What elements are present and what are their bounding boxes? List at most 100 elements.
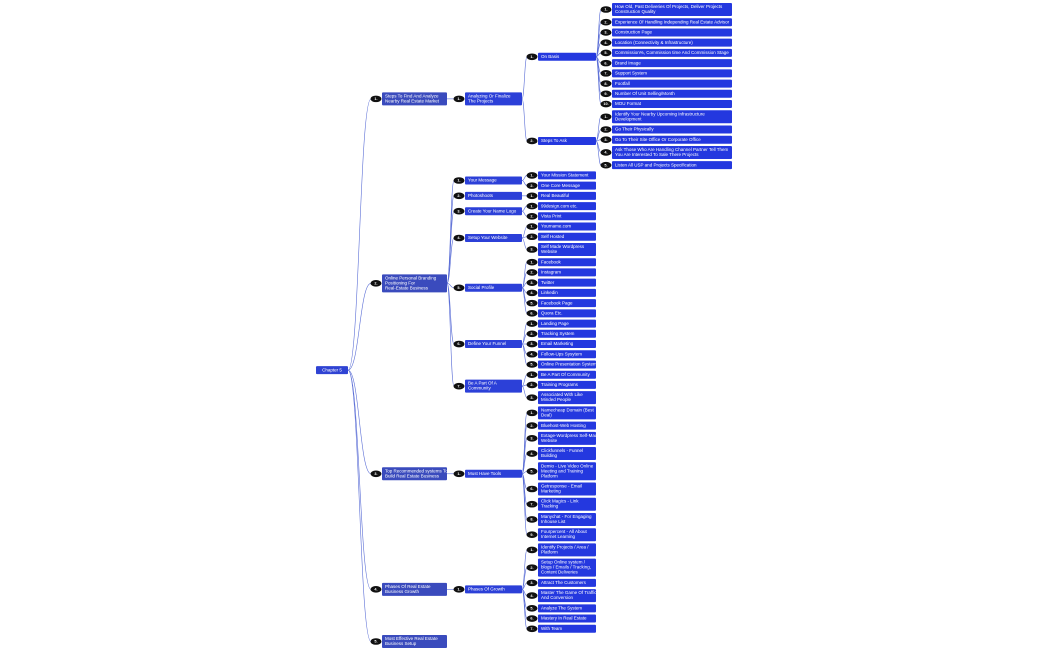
topic-node [538, 278, 596, 287]
number-badge [526, 172, 538, 179]
number-badge [600, 49, 612, 57]
number-label: 2. [530, 139, 533, 143]
number-badge [600, 6, 612, 13]
topic-node [465, 469, 522, 478]
connector [521, 56, 528, 100]
number-label: 1. [530, 204, 533, 208]
number-badge [526, 330, 538, 338]
number-badge [526, 450, 538, 457]
number-badge [600, 149, 612, 156]
connector [446, 180, 455, 284]
topic-node [538, 462, 596, 481]
number-badge [526, 371, 538, 378]
number-badge [526, 340, 538, 348]
node-label: Chapter 5 [322, 367, 342, 372]
node-label: Steps To Ask [541, 138, 568, 143]
topic-node [538, 232, 596, 241]
number-label: 1. [530, 548, 533, 552]
topic-node [538, 309, 596, 318]
number-badge [526, 350, 538, 358]
number-badge [526, 605, 538, 612]
node-label: Support System [615, 71, 647, 76]
topic-node [382, 92, 447, 106]
node-label: Facebook Page [541, 300, 573, 305]
number-label: 7. [530, 627, 533, 631]
number-label: 1. [530, 411, 533, 415]
node-label: Phases Of Real Estate Business Growth [385, 584, 432, 594]
number-badge [526, 246, 538, 253]
node-label: Create Your Name Logo [468, 208, 517, 213]
node-label: Your Mission Statement [541, 173, 589, 178]
node-label: Clickfunnels - Funnel Building [541, 448, 584, 458]
topic-node [538, 558, 596, 577]
connector [446, 237, 455, 284]
number-label: 5. [530, 363, 533, 367]
connector [595, 140, 602, 166]
number-label: 4. [530, 291, 533, 295]
node-label: Associated With Like Minded People [541, 392, 584, 402]
number-badge [526, 435, 538, 442]
topic-node [612, 79, 732, 88]
connector [521, 237, 528, 250]
connector [595, 116, 602, 142]
node-label: Manychat - For Engaging Inhouse List [541, 514, 593, 524]
number-label: 3. [530, 248, 533, 252]
number-label: 5. [530, 469, 533, 473]
node-label: Master The Game Of Traffic And Conversio… [541, 590, 598, 600]
node-label: Phases Of Growth [468, 587, 505, 592]
node-label: Commission%, Commission time And Commiss… [615, 50, 729, 55]
topic-node [612, 28, 732, 37]
number-badge [600, 90, 612, 98]
number-badge [526, 279, 538, 286]
number-badge [453, 586, 465, 593]
number-label: 5. [530, 607, 533, 611]
number-badge [526, 485, 538, 493]
number-label: 5. [604, 163, 607, 167]
topic-node [538, 268, 596, 277]
number-label: 2. [457, 194, 460, 198]
topic-node [612, 110, 732, 124]
topic-node [612, 145, 732, 159]
topic-node [538, 222, 596, 231]
topic-node [382, 467, 447, 481]
connector [347, 369, 372, 475]
number-label: 6. [604, 61, 607, 65]
node-label: Your Message [468, 178, 497, 183]
number-label: 3. [530, 581, 533, 585]
connector [521, 470, 528, 475]
number-badge [600, 113, 612, 121]
connector [521, 473, 528, 535]
number-badge [526, 564, 538, 571]
number-label: 9. [530, 533, 533, 537]
connector [446, 210, 455, 284]
number-badge [600, 59, 612, 67]
node-label: Online Presentation System [541, 362, 597, 367]
connector [521, 205, 528, 212]
number-badge [526, 269, 538, 276]
node-label: Define Your Funnel [468, 341, 506, 346]
topic-node [465, 340, 522, 349]
topic-node [538, 319, 596, 328]
node-label: Fourpercent - All About Internet Learnin… [541, 529, 588, 539]
connector [521, 175, 528, 181]
connector [521, 589, 528, 619]
node-label: Instagram [541, 270, 561, 275]
topic-node [612, 48, 732, 57]
topic-node [538, 528, 596, 542]
node-label: Mastery In Real Estate [541, 616, 587, 621]
number-badge [526, 592, 538, 599]
topic-node [538, 543, 596, 557]
number-badge [526, 500, 538, 508]
node-label: 99design.com etc. [541, 203, 578, 208]
node-label: Location (Connectivity & Infrastructure) [615, 40, 693, 45]
number-label: 3. [530, 281, 533, 285]
number-badge [526, 192, 538, 200]
topic-node [465, 234, 522, 243]
number-badge [370, 280, 382, 287]
topic-node [612, 3, 732, 16]
number-label: 1. [530, 373, 533, 377]
node-label: Identify Your Nearby Upcoming Infrastruc… [615, 111, 706, 121]
topic-node [538, 52, 596, 61]
